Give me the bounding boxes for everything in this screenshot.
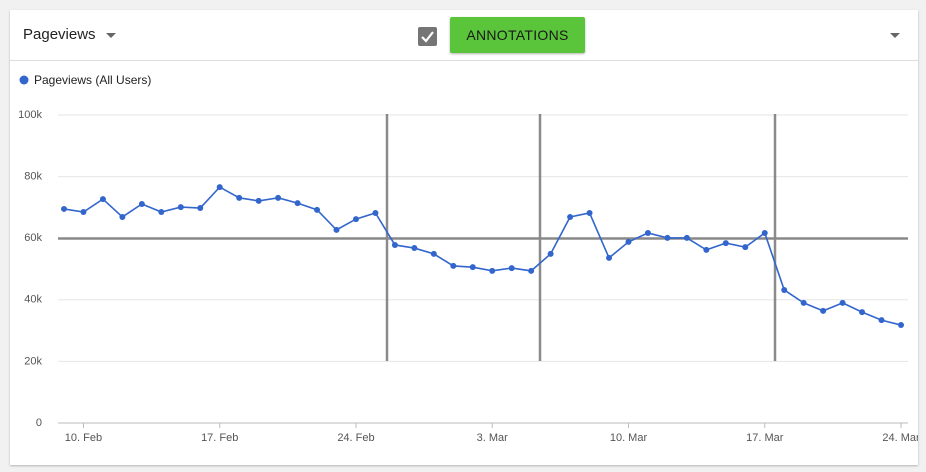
x-tick-label: 10. Feb	[65, 432, 102, 444]
metric-selector[interactable]: Pageviews	[23, 26, 96, 43]
data-point	[372, 209, 379, 216]
data-point	[61, 205, 67, 212]
chart: 0 20k 40k 60k 80k 100k 10. Feb 17. Feb 24. Feb 3.…	[18, 73, 918, 444]
data-point	[450, 262, 457, 269]
data-point	[528, 267, 535, 274]
report-card: Pageviews ANNOTATIONS 0 20k 40k 60k 80k 100k 1…	[10, 10, 918, 465]
data-point	[177, 204, 184, 211]
data-point	[606, 254, 613, 261]
legend-marker	[19, 75, 29, 85]
data-point	[703, 246, 710, 253]
data-point	[547, 250, 554, 257]
data-point	[236, 194, 243, 201]
y-tick-label: 100k	[18, 109, 42, 121]
y-tick-label: 60k	[24, 232, 42, 244]
data-point	[761, 229, 768, 236]
y-tick-label: 20k	[24, 355, 42, 367]
checkbox[interactable]	[418, 27, 437, 46]
data-point	[411, 245, 418, 252]
check-icon	[421, 31, 434, 43]
data-point	[255, 197, 262, 204]
legend-label: Pageviews (All Users)	[34, 73, 151, 87]
data-point	[800, 299, 807, 306]
data-point	[275, 194, 282, 201]
data-point	[742, 244, 749, 251]
x-tick-label: 10. Mar	[610, 432, 648, 444]
data-point	[683, 234, 690, 241]
data-point	[859, 309, 866, 316]
data-point	[898, 322, 904, 329]
data-point	[469, 264, 476, 271]
data-point	[333, 226, 340, 233]
data-point	[216, 184, 223, 191]
data-point	[119, 213, 126, 220]
data-point	[197, 205, 204, 212]
data-point	[430, 250, 437, 257]
data-point	[839, 299, 846, 306]
y-tick-label: 0	[36, 417, 42, 429]
data-point	[80, 209, 87, 216]
data-point	[99, 196, 106, 203]
data-point	[567, 213, 574, 220]
data-point	[138, 201, 145, 208]
x-tick-label: 24. Feb	[337, 432, 374, 444]
data-point	[294, 200, 301, 207]
dropdown-caret[interactable]	[106, 33, 116, 38]
x-tick-label: 3. Mar	[477, 432, 509, 444]
data-point	[586, 209, 593, 216]
data-point	[625, 238, 632, 245]
x-tick-label: 17. Feb	[201, 432, 238, 444]
data-point	[508, 265, 515, 272]
data-point	[314, 206, 321, 213]
data-point	[878, 317, 885, 324]
annotations-button[interactable]: ANNOTATIONS	[450, 17, 585, 53]
data-point	[781, 286, 788, 293]
x-tick-label: 17. Mar	[746, 432, 784, 444]
data-point	[391, 241, 398, 248]
data-point	[489, 267, 496, 274]
data-point	[352, 216, 359, 223]
data-point	[722, 240, 729, 247]
data-point	[644, 229, 651, 236]
series-line	[63, 186, 902, 326]
card-header: Pageviews ANNOTATIONS	[10, 10, 918, 61]
y-tick-label: 40k	[24, 294, 42, 306]
data-point	[664, 234, 671, 241]
annotation-marks	[58, 114, 908, 361]
data-point	[820, 307, 827, 314]
x-tick-label: 24. Mar	[882, 432, 918, 444]
options-caret[interactable]	[890, 33, 900, 38]
data-point	[158, 209, 165, 216]
y-tick-label: 80k	[24, 171, 42, 183]
